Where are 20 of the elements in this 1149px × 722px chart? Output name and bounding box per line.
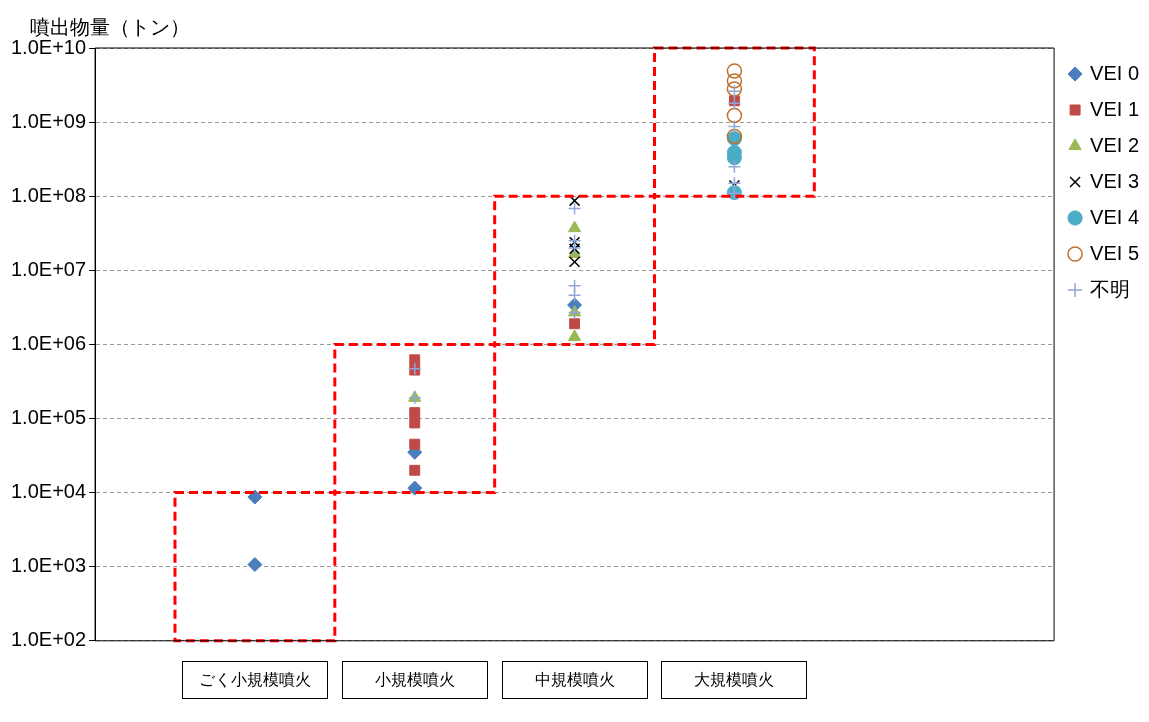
y-tick-label: 1.0E+05: [10, 406, 87, 429]
y-tick-label: 1.0E+06: [10, 331, 87, 354]
legend-label: VEI 4: [1090, 205, 1140, 228]
y-tick-label: 1.0E+04: [10, 480, 87, 503]
y-tick-label: 1.0E+02: [10, 628, 87, 651]
legend-label: VEI 1: [1090, 97, 1140, 120]
x-tick-label: ごく小規模噴火: [198, 670, 311, 688]
legend-label: 不明: [1090, 277, 1131, 300]
legend-label: VEI 5: [1090, 241, 1140, 264]
legend-label: VEI 0: [1090, 61, 1140, 84]
y-tick-label: 1.0E+08: [10, 183, 87, 206]
x-tick-label: 小規模噴火: [374, 670, 455, 688]
legend-label: VEI 3: [1090, 169, 1140, 192]
x-tick-label: 大規模噴火: [694, 670, 775, 688]
y-tick-label: 1.0E+07: [10, 257, 87, 280]
y-tick-label: 1.0E+09: [10, 109, 87, 132]
y-axis-title: 噴出物量（トン）: [30, 15, 190, 38]
x-tick-label: 中規模噴火: [534, 670, 615, 688]
y-tick-label: 1.0E+03: [10, 554, 87, 577]
legend-label: VEI 2: [1090, 133, 1140, 156]
